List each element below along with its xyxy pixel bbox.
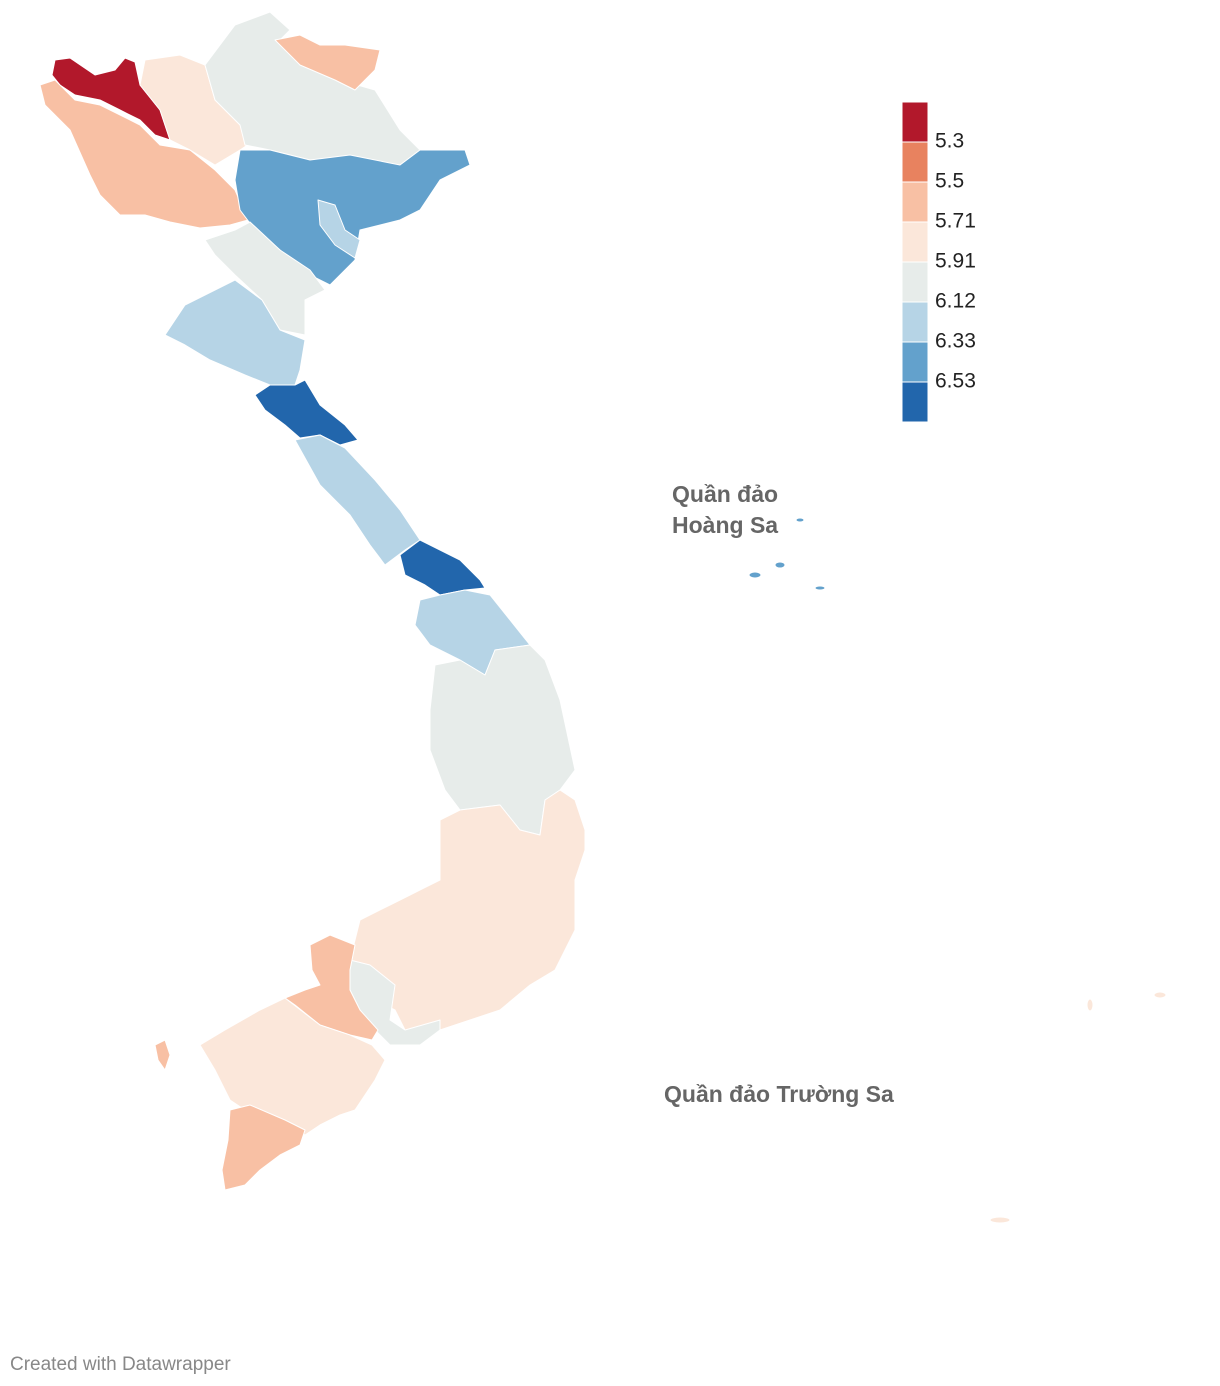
legend-tick-label: 6.12: [935, 290, 976, 313]
legend-tick-label: 5.3: [935, 130, 964, 153]
region: [399, 539, 486, 596]
island: [989, 1216, 1011, 1224]
region: [221, 1104, 306, 1191]
island-label: Quần đảo Trường Sa: [664, 1081, 894, 1107]
legend-swatch: [901, 221, 929, 263]
region: [317, 199, 361, 259]
island: [748, 571, 762, 579]
island-label: Hoàng Sa: [672, 512, 778, 538]
legend-swatch: [901, 141, 929, 183]
legend-swatch: [901, 341, 929, 383]
legend-tick-label: 5.5: [935, 170, 964, 193]
region: [294, 434, 421, 566]
legend: 5.3 5.5 5.71 5.91 6.12 6.33 6.53: [901, 101, 976, 423]
legend-tick-label: 6.53: [935, 370, 976, 393]
region: [204, 11, 421, 166]
region: [284, 934, 379, 1041]
credit: Created with Datawrapper: [10, 1354, 231, 1375]
legend-swatch: [901, 261, 929, 303]
island: [814, 585, 826, 591]
regions: [39, 11, 1167, 1224]
island: [1153, 991, 1167, 999]
island: [1086, 998, 1094, 1012]
region: [39, 79, 249, 229]
region: [349, 789, 586, 1031]
region: [254, 379, 359, 446]
legend-tick-label: 5.91: [935, 250, 976, 273]
region: [204, 221, 326, 336]
legend-swatch: [901, 181, 929, 223]
region: [154, 1039, 171, 1071]
island: [795, 517, 805, 523]
legend-tick-label: 6.33: [935, 330, 976, 353]
island-label: Quần đảo: [672, 481, 778, 507]
legend-swatch: [901, 301, 929, 343]
region: [164, 279, 306, 386]
legend-swatch: [901, 381, 929, 423]
region: [274, 34, 381, 91]
legend-tick-label: 5.71: [935, 210, 976, 233]
island: [774, 561, 786, 569]
legend-swatch: [901, 101, 929, 143]
